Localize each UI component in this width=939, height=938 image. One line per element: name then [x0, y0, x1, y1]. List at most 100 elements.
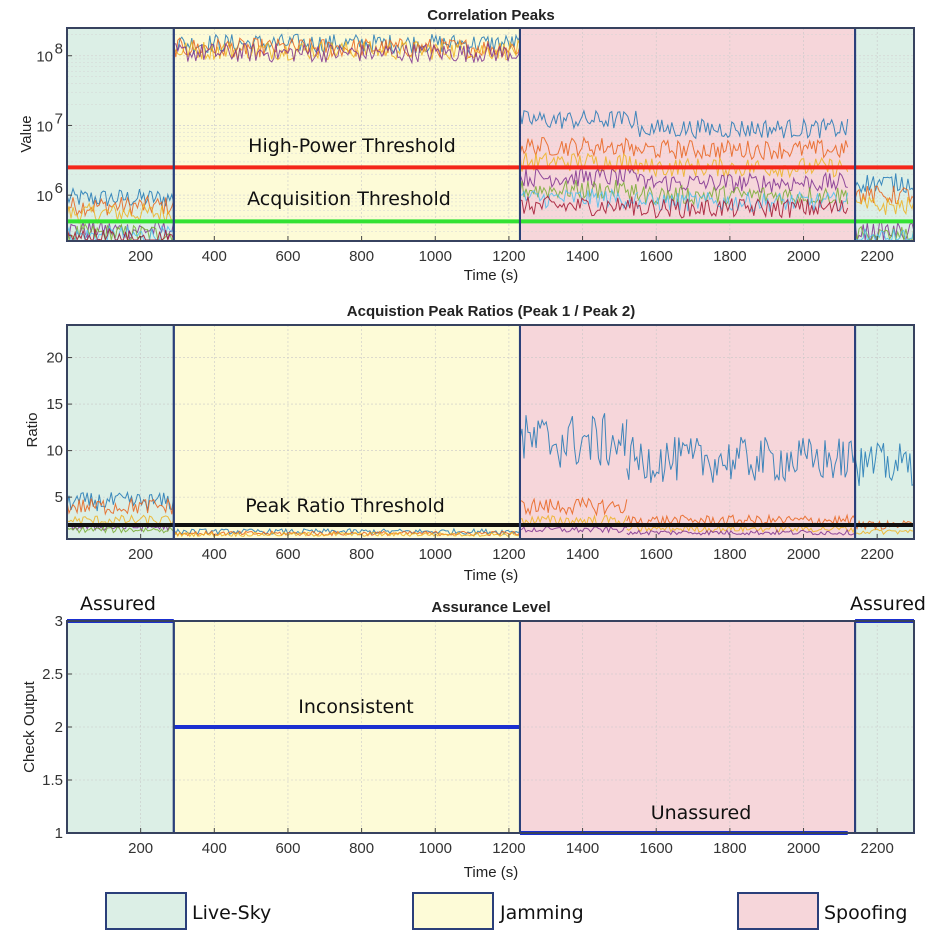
data-trace: [854, 528, 915, 536]
x-tick-label: 1400: [566, 840, 599, 857]
data-trace: [637, 198, 849, 219]
data-trace: [66, 514, 175, 527]
legend: Live-Sky Jamming Spoofing: [105, 892, 907, 930]
y-tick-exponent: 8: [55, 41, 63, 58]
x-tick-label: 2000: [787, 546, 820, 563]
x-tick-label: 1000: [419, 546, 452, 563]
y-tick-label: 10: [36, 188, 53, 205]
region-spoofing: [519, 325, 856, 539]
x-tick-label: 1600: [640, 248, 673, 265]
y-tick-label: 1: [55, 825, 63, 842]
y-tick-label: 10: [46, 443, 63, 460]
y-axis-label: Check Output: [21, 680, 38, 773]
y-tick-label: 10: [36, 118, 53, 135]
data-trace: [637, 171, 848, 193]
x-tick-label: 600: [275, 840, 300, 857]
data-trace: [519, 195, 639, 217]
data-trace: [173, 42, 521, 65]
data-trace: [626, 528, 856, 536]
data-trace: [519, 188, 639, 210]
data-trace: [626, 436, 856, 483]
y-tick-label: 20: [46, 350, 63, 367]
x-tick-label: 1800: [713, 546, 746, 563]
legend-label-live-sky: Live-Sky: [192, 902, 271, 924]
data-trace: [173, 33, 521, 55]
data-trace: [173, 530, 521, 537]
legend-label-spoofing: Spoofing: [824, 902, 907, 924]
data-trace: [519, 109, 639, 130]
legend-swatch-live-sky: [105, 892, 187, 930]
legend-label-jamming: Jamming: [499, 902, 584, 924]
data-trace: [66, 202, 174, 225]
x-tick-label: 1200: [492, 248, 525, 265]
x-tick-label: 1000: [419, 248, 452, 265]
x-tick-label: 1200: [492, 840, 525, 857]
data-trace: [519, 525, 628, 534]
x-tick-label: 600: [275, 248, 300, 265]
region-jamming: [173, 28, 520, 241]
x-axis-label: Time (s): [464, 864, 518, 881]
x-tick-label: 1400: [566, 248, 599, 265]
x-tick-label: 200: [128, 546, 153, 563]
peak-ratio-chart: Acquistion Peak Ratios (Peak 1 / Peak 2)…: [24, 303, 915, 584]
data-trace: [173, 38, 521, 61]
y-tick-label: 3: [55, 613, 63, 630]
region-live-sky: [855, 28, 914, 241]
data-trace: [854, 228, 915, 242]
x-tick-label: 200: [128, 840, 153, 857]
x-tick-label: 1800: [713, 840, 746, 857]
data-trace: [173, 37, 521, 59]
data-trace: [173, 527, 521, 536]
data-trace: [854, 173, 915, 194]
data-trace: [519, 514, 628, 527]
x-tick-label: 1600: [640, 546, 673, 563]
data-trace: [519, 135, 639, 158]
x-tick-label: 2200: [860, 546, 893, 563]
x-tick-label: 400: [202, 840, 227, 857]
region-live-sky: [855, 325, 914, 539]
acquisition-threshold-label: Acquisition Threshold: [247, 188, 451, 210]
chart-title: Assurance Level: [431, 599, 550, 616]
data-trace: [66, 497, 175, 516]
assured-label-left: Assured: [80, 593, 156, 615]
x-tick-label: 2200: [860, 840, 893, 857]
x-tick-label: 1600: [640, 840, 673, 857]
data-trace: [173, 531, 521, 538]
x-tick-label: 800: [349, 248, 374, 265]
data-trace: [519, 151, 639, 173]
y-tick-label: 15: [46, 396, 63, 413]
x-tick-label: 2000: [787, 248, 820, 265]
region-live-sky: [67, 325, 174, 539]
axes-box: [66, 27, 915, 242]
assurance-level-chart: Assurance Level 200 400 600 800 1000 1200 1400…: [21, 593, 926, 881]
data-trace: [637, 156, 849, 179]
y-tick-exponent: 6: [55, 180, 63, 197]
x-tick-label: 2200: [860, 248, 893, 265]
data-trace: [519, 496, 628, 517]
x-tick-label: 1200: [492, 546, 525, 563]
high-power-threshold-label: High-Power Threshold: [248, 135, 456, 157]
data-trace: [66, 222, 175, 242]
x-tick-label: 2000: [787, 840, 820, 857]
y-axis-label: Value: [18, 115, 35, 152]
data-trace: [66, 187, 175, 207]
assured-label-right: Assured: [850, 593, 926, 615]
y-tick-label: 2.5: [42, 666, 63, 683]
data-trace: [854, 194, 915, 216]
x-axis-label: Time (s): [464, 567, 518, 584]
data-trace: [66, 194, 175, 218]
y-tick-label: 1.5: [42, 772, 63, 789]
data-trace: [854, 442, 915, 486]
x-tick-label: 400: [202, 248, 227, 265]
chart-title: Correlation Peaks: [427, 7, 555, 24]
data-trace: [637, 139, 849, 161]
x-tick-label: 200: [128, 248, 153, 265]
region-jamming: [173, 325, 520, 539]
data-trace: [66, 490, 175, 512]
x-tick-label: 800: [349, 840, 374, 857]
data-trace: [637, 117, 849, 140]
x-axis-label: Time (s): [464, 267, 518, 284]
axes-box: [66, 324, 915, 540]
chart-title: Acquistion Peak Ratios (Peak 1 / Peak 2): [347, 303, 635, 320]
correlation-peaks-chart: Correlation Peaks 200 400 600 800 1000 1200 14…: [18, 7, 915, 284]
